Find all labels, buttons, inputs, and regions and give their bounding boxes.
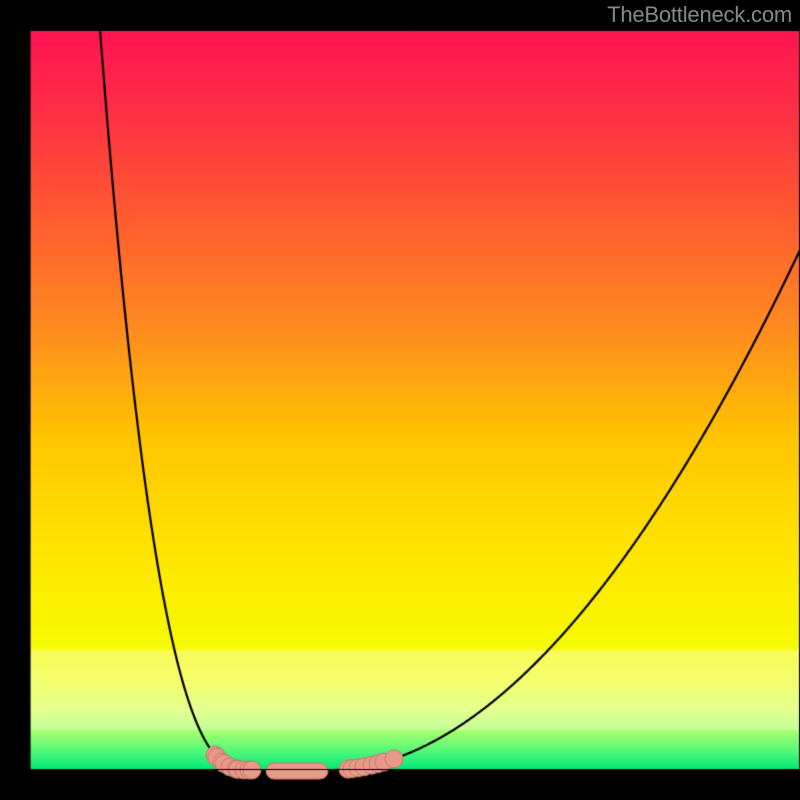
- watermark-text: TheBottleneck.com: [607, 2, 792, 28]
- chart-stage: TheBottleneck.com: [0, 0, 800, 800]
- chart-canvas: [0, 0, 800, 800]
